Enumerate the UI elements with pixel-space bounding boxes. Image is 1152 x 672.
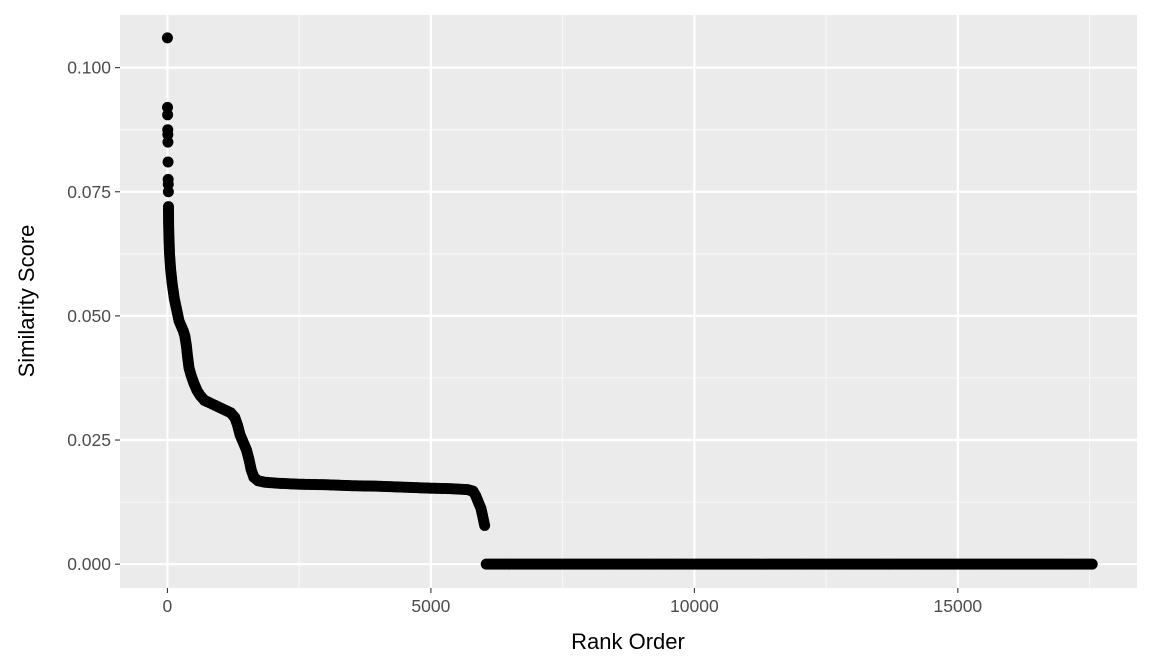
x-axis-title: Rank Order	[571, 629, 685, 654]
data-points	[161, 32, 1098, 570]
data-point	[162, 156, 174, 168]
y-tick-label: 0.075	[67, 182, 111, 202]
data-point	[162, 136, 174, 148]
x-tick-label: 5000	[411, 596, 450, 616]
data-point	[161, 32, 173, 44]
plot-panel	[120, 15, 1137, 588]
x-axis: 0 5000 10000 15000	[163, 588, 983, 616]
data-point	[479, 519, 491, 531]
y-axis: 0.000 0.025 0.050 0.075 0.100	[67, 58, 120, 574]
y-tick-label: 0.050	[67, 306, 111, 326]
x-tick-label: 0	[163, 596, 173, 616]
x-tick-label: 15000	[934, 596, 983, 616]
data-point	[162, 186, 174, 198]
y-tick-label: 0.100	[67, 58, 111, 78]
y-axis-title: Similarity Score	[14, 225, 39, 378]
data-point	[162, 109, 174, 121]
y-tick-label: 0.025	[67, 430, 111, 450]
x-tick-label: 10000	[670, 596, 719, 616]
y-tick-label: 0.000	[67, 554, 111, 574]
minor-gridlines	[120, 15, 1137, 588]
data-point	[1086, 558, 1098, 570]
